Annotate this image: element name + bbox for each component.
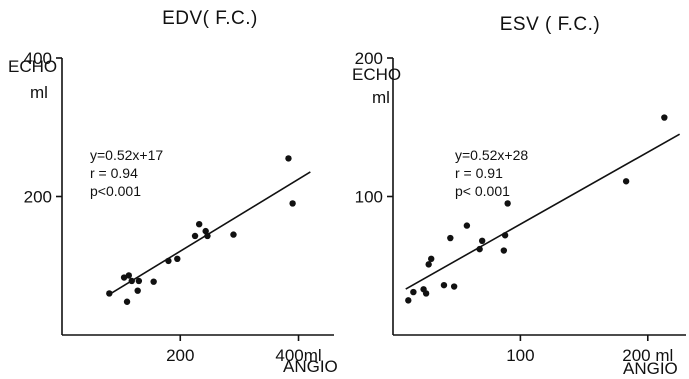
- esv-data-point: [501, 232, 509, 239]
- edv-data-point: [195, 221, 203, 228]
- esv-y-axis-unit: ml: [372, 88, 390, 107]
- edv-data-point: [202, 227, 209, 235]
- esv-data-point: [500, 247, 508, 254]
- esv-data-point: [661, 114, 668, 121]
- esv-y-tick-label: 200: [355, 49, 383, 68]
- esv-chart-title: ESV ( F.C.): [500, 14, 601, 35]
- esv-x-tick-label: 200 ml: [622, 346, 673, 365]
- esv-data-point: [476, 245, 483, 253]
- edv-y-axis-unit: ml: [30, 83, 48, 102]
- edv-chart: EDV( F.C.) ECHO ml ANGIO y=0.52x+17 r = …: [8, 8, 338, 376]
- edv-data-point: [289, 200, 296, 207]
- edv-regression-equation: y=0.52x+17: [90, 147, 163, 163]
- edv-data-point: [134, 287, 141, 294]
- edv-data-point: [165, 257, 172, 265]
- edv-y-tick-label: 400: [24, 49, 52, 68]
- edv-data-point: [135, 277, 143, 285]
- edv-data-point: [123, 298, 131, 305]
- esv-data-point: [450, 283, 458, 290]
- edv-data-point: [230, 231, 237, 238]
- edv-data-point: [174, 255, 181, 263]
- esv-data-point: [622, 178, 630, 185]
- esv-chart: ESV ( F.C.) ECHO ml ANGIO y=0.52x+28 r =…: [352, 14, 686, 378]
- esv-y-axis-label: ECHO: [352, 65, 401, 84]
- edv-data-point: [285, 155, 292, 162]
- edv-data-point: [128, 277, 135, 285]
- edv-x-tick-label: 200: [166, 346, 194, 365]
- esv-p-value: p< 0.001: [455, 183, 510, 199]
- edv-x-axis-label: ANGIO: [283, 357, 338, 376]
- esv-x-axis-label: ANGIO: [623, 359, 678, 378]
- esv-data-point: [447, 234, 454, 242]
- esv-data-point: [422, 290, 430, 297]
- esv-regression-line: [405, 133, 681, 290]
- edv-data-point: [125, 272, 133, 279]
- edv-data-point: [204, 232, 211, 240]
- edv-data-point: [191, 232, 199, 240]
- esv-data-point: [410, 288, 417, 296]
- edv-data-point: [150, 278, 157, 285]
- esv-correlation-coefficient: r = 0.91: [455, 165, 503, 181]
- esv-data-point: [478, 237, 486, 245]
- esv-data-point: [405, 297, 412, 304]
- esv-x-tick-label: 100: [506, 346, 534, 365]
- edv-regression-line: [108, 171, 311, 296]
- esv-data-point: [425, 261, 432, 268]
- esv-data-point: [440, 281, 448, 289]
- edv-chart-title: EDV( F.C.): [162, 8, 258, 29]
- edv-y-tick-label: 200: [24, 188, 52, 207]
- esv-data-point: [428, 255, 435, 263]
- edv-y-axis-label: ECHO: [8, 57, 57, 76]
- edv-x-tick-label: 400ml: [275, 346, 321, 365]
- esv-data-point: [463, 222, 471, 229]
- esv-regression-equation: y=0.52x+28: [455, 147, 528, 163]
- esv-data-point: [504, 200, 511, 207]
- edv-correlation-coefficient: r = 0.94: [90, 165, 138, 181]
- esv-y-tick-label: 100: [355, 188, 383, 207]
- edv-data-point: [106, 290, 113, 297]
- edv-p-value: p<0.001: [90, 183, 141, 199]
